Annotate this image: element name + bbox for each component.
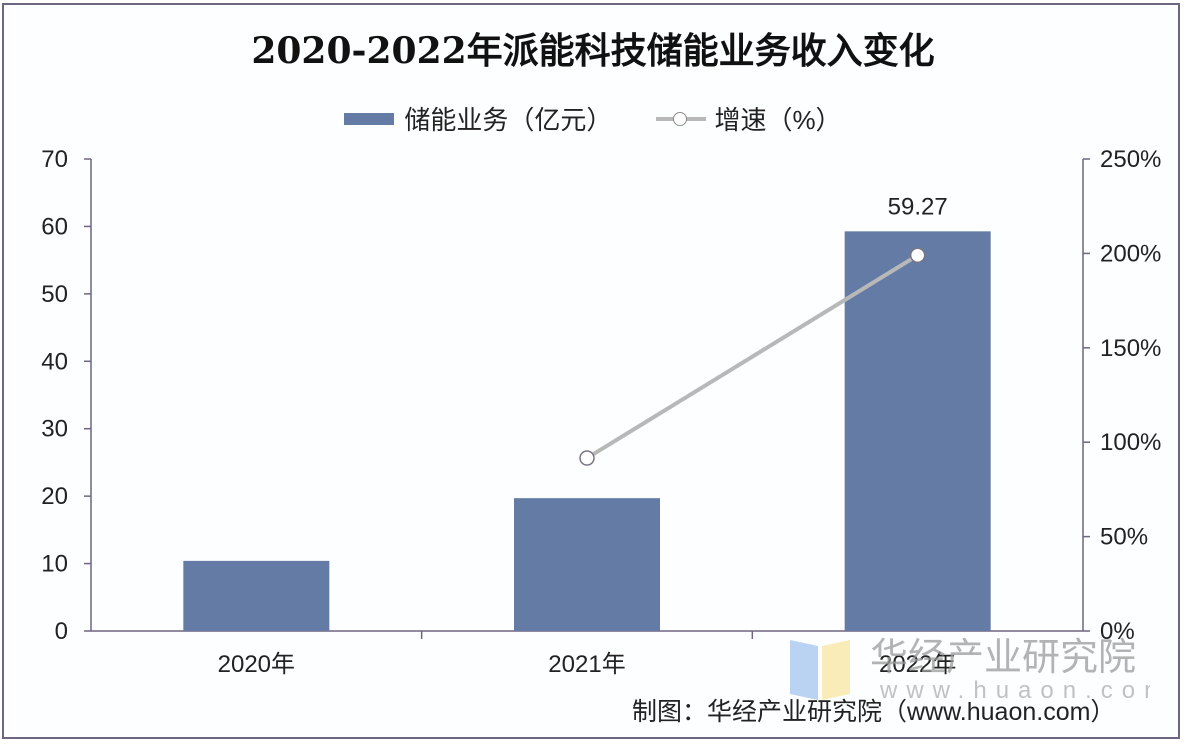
left-y-axis: 0 10 20 30 40 50 60 70 [41,146,92,645]
legend-item-revenue: 储能业务（亿元） [344,100,612,137]
growth-marker [579,450,595,466]
bar-series [183,231,991,631]
watermark: 华经产业研究院 www.huaon.com [790,636,1164,721]
left-tick-label: 30 [41,416,68,443]
left-tick-label: 50 [41,281,68,308]
legend-label-revenue: 储能业务（亿元） [404,105,613,135]
bar-2022年 [844,231,991,631]
right-tick-label: 100% [1100,429,1161,456]
legend-label-growth: 增速（%） [714,105,842,135]
x-tick-label: 2021年 [548,651,625,678]
right-tick-label: 250% [1100,146,1161,173]
line-marker-swatch-icon [656,109,707,129]
left-tick-label: 60 [41,213,68,240]
watermark-logo-icon: 华经产业研究院 www.huaon.com [790,637,1164,704]
left-tick-label: 70 [41,146,68,173]
left-tick-label: 0 [55,618,68,645]
right-tick-label: 50% [1100,524,1148,551]
chart-legend: 储能业务（亿元） 增速（%） [0,100,1186,137]
chart-title: 2020-2022年派能科技储能业务收入变化 [251,30,935,72]
left-tick-label: 20 [41,483,68,510]
source-note: 制图：华经产业研究院（www.huaon.com） [632,698,1116,726]
x-tick-label: 2020年 [218,651,295,678]
right-y-axis: 0% 50% 100% 150% 200% 250% [1082,146,1161,645]
data-labels: 59.27 [888,193,948,220]
x-tick-label: 2022年 [879,651,956,678]
growth-marker [909,247,926,264]
legend-item-growth: 增速（%） [656,100,842,137]
right-tick-label: 0% [1100,618,1135,645]
svg-text:www.huaon.com: www.huaon.com [879,677,1150,704]
bar-value-label: 59.27 [888,193,948,220]
right-tick-label: 200% [1100,240,1161,267]
svg-text:华经产业研究院: 华经产业研究院 [870,637,1136,679]
bar-swatch-icon [344,112,395,125]
growth-line-series [579,247,926,466]
left-tick-label: 10 [41,551,68,578]
bar-2020年 [183,560,330,631]
right-tick-label: 150% [1100,335,1161,362]
left-tick-label: 40 [41,348,68,375]
bar-2021年 [514,498,660,631]
